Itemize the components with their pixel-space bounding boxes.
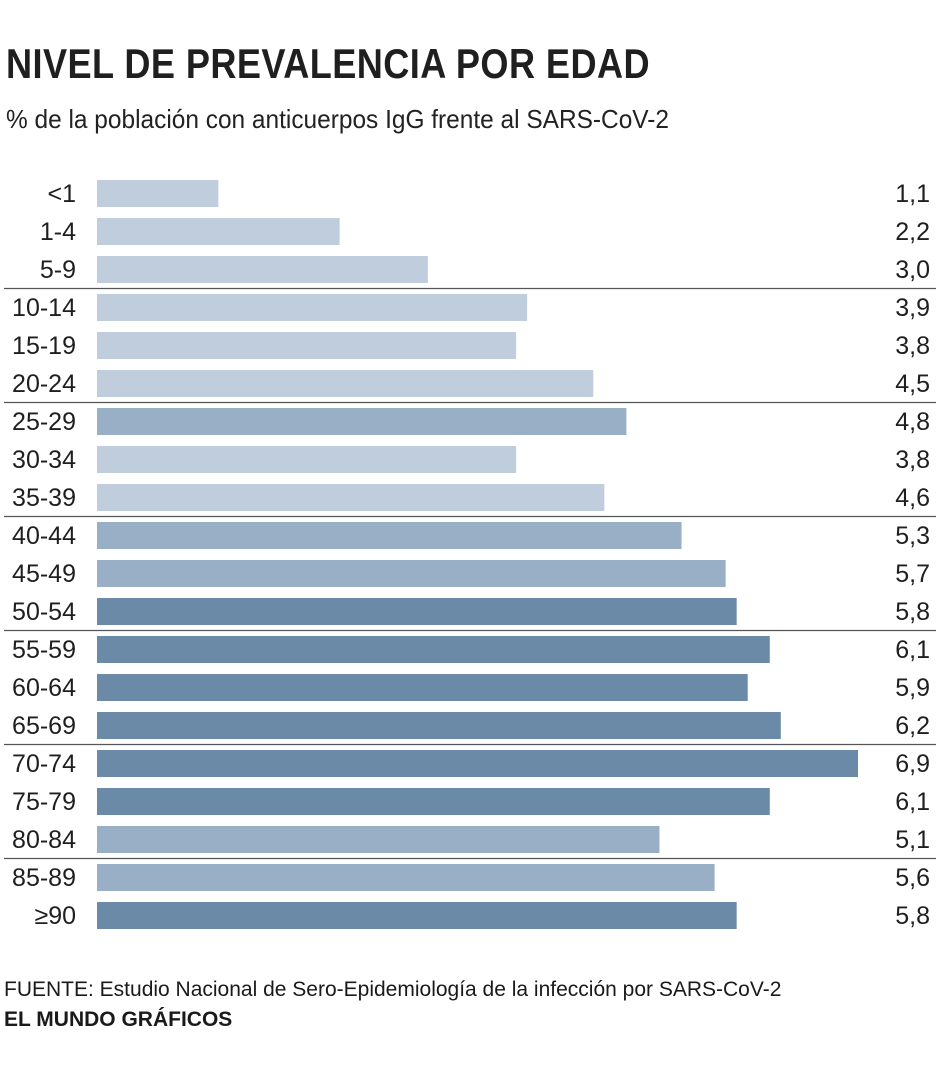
bar: [97, 180, 219, 207]
value-label: 5,9: [895, 674, 930, 702]
category-label: 85-89: [12, 864, 76, 892]
bar: [97, 484, 605, 511]
value-label: 6,9: [895, 750, 930, 778]
value-label: 3,8: [895, 332, 930, 360]
bar: [97, 560, 726, 587]
value-label: 5,8: [895, 902, 930, 930]
category-label: 50-54: [12, 598, 76, 626]
bar: [97, 788, 770, 815]
bar: [97, 902, 737, 929]
category-label: 20-24: [12, 370, 76, 398]
bar: [97, 674, 748, 701]
value-label: 2,2: [895, 218, 930, 246]
bar: [97, 294, 528, 321]
value-label: 4,5: [895, 370, 930, 398]
value-label: 6,2: [895, 712, 930, 740]
value-label: 3,9: [895, 294, 930, 322]
category-label: 65-69: [12, 712, 76, 740]
value-label: 5,3: [895, 522, 930, 550]
category-label: 30-34: [12, 446, 76, 474]
category-label: 25-29: [12, 408, 76, 436]
bar: [97, 750, 858, 777]
value-label: 5,8: [895, 598, 930, 626]
category-label: 5-9: [40, 256, 76, 284]
category-label: <1: [47, 180, 76, 208]
chart-title: NIVEL DE PREVALENCIA POR EDAD: [6, 40, 650, 87]
category-label: 80-84: [12, 826, 76, 854]
category-label: 55-59: [12, 636, 76, 664]
bar: [97, 826, 660, 853]
bar: [97, 370, 594, 397]
value-label: 6,1: [895, 636, 930, 664]
category-label: 45-49: [12, 560, 76, 588]
bar: [97, 446, 517, 473]
bar: [97, 864, 715, 891]
bar: [97, 636, 770, 663]
bar: [97, 712, 781, 739]
category-label: 40-44: [12, 522, 76, 550]
value-label: 1,1: [895, 180, 930, 208]
category-label: 10-14: [12, 294, 76, 322]
bar: [97, 522, 682, 549]
bar: [97, 256, 428, 283]
value-label: 5,7: [895, 560, 930, 588]
category-label: 75-79: [12, 788, 76, 816]
bar: [97, 332, 517, 359]
bar: [97, 408, 627, 435]
value-label: 3,8: [895, 446, 930, 474]
category-label: 15-19: [12, 332, 76, 360]
bar: [97, 218, 340, 245]
category-label: 35-39: [12, 484, 76, 512]
value-label: 5,6: [895, 864, 930, 892]
bar: [97, 598, 737, 625]
value-label: 3,0: [895, 256, 930, 284]
value-label: 5,1: [895, 826, 930, 854]
category-label: 1-4: [40, 218, 76, 246]
category-label: 60-64: [12, 674, 76, 702]
source-note: FUENTE: Estudio Nacional de Sero-Epidemi…: [4, 978, 782, 1001]
value-label: 4,6: [895, 484, 930, 512]
value-label: 4,8: [895, 408, 930, 436]
category-label: 70-74: [12, 750, 76, 778]
category-label: ≥90: [34, 902, 76, 930]
brand-credit: EL MUNDO GRÁFICOS: [4, 1008, 233, 1031]
chart-subtitle: % de la población con anticuerpos IgG fr…: [6, 104, 669, 134]
bar-chart: <1 1,1 1-4 2,2 5-9 3,0 10-14 3,9 15-19 3,8 20-24 4,…: [4, 180, 936, 930]
value-label: 6,1: [895, 788, 930, 816]
